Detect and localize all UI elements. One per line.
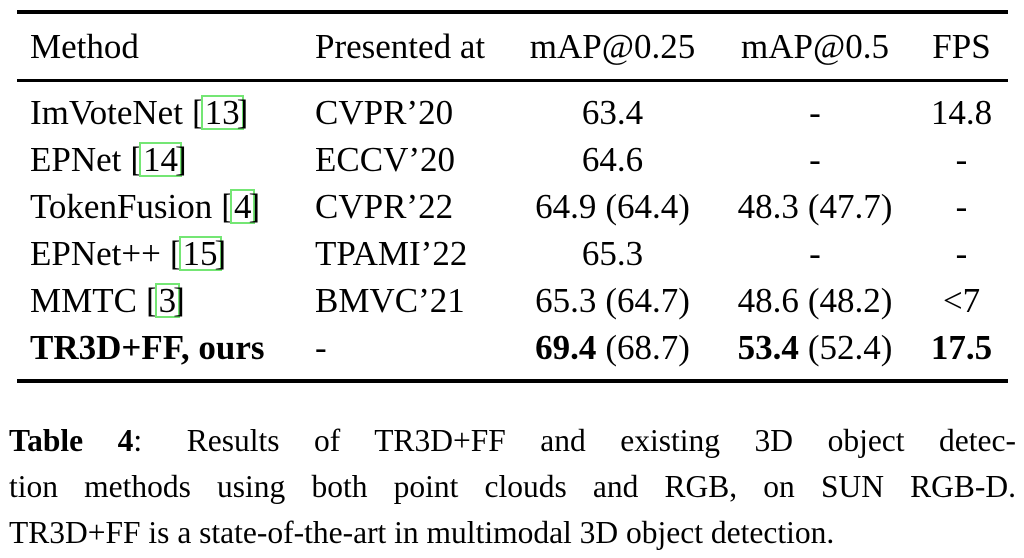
header-row: Method Presented at mAP@0.25 mAP@0.5 FPS (17, 12, 1008, 82)
method-cell: MMTC [3] (17, 277, 310, 324)
citation-link[interactable]: 15 (178, 236, 222, 271)
table-row-ours: TR3D+FF, ours - 69.4 (68.7) 53.4 (52.4) 17… (17, 324, 1008, 381)
citation-bracket-open: [ (130, 140, 143, 179)
map025-cell: 69.4 (68.7) (510, 324, 715, 381)
fps-cell: - (915, 230, 1008, 277)
map05-value: - (809, 140, 821, 179)
table-row: MMTC [3] BMVC’21 65.3 (64.7) 48.6 (48.2) <7 (17, 277, 1008, 324)
citation-bracket-open: [ (221, 187, 233, 226)
fps-value: <7 (942, 281, 981, 320)
fps-cell: - (915, 136, 1008, 183)
table-row: ImVoteNet [13] CVPR’20 63.4 - 14.8 (17, 81, 1008, 137)
map05-value: 48.6 (737, 281, 799, 320)
method-cell: EPNet [14] (17, 136, 310, 183)
table-row: EPNet [14] ECCV’20 64.6 - - (17, 136, 1008, 183)
column-header-map05: mAP@0.5 (715, 12, 915, 82)
caption-label: Table 4 (9, 423, 134, 458)
map05-cell: - (715, 81, 915, 137)
venue-cell: - (315, 328, 327, 367)
citation-bracket-close: ] (248, 187, 261, 226)
citation-bracket-open: [ (191, 93, 204, 132)
map025-value: 65.3 (535, 281, 597, 320)
results-table-wrapper: Method Presented at mAP@0.25 mAP@0.5 FPS… (17, 10, 1008, 383)
map05-cell: 48.3 (47.7) (715, 183, 915, 230)
fps-value: - (955, 234, 968, 273)
map025-cell: 63.4 (510, 81, 715, 137)
map025-paren: (64.4) (605, 187, 690, 226)
map025-value: 64.6 (581, 140, 644, 179)
caption-separator: : (133, 423, 143, 458)
venue-cell: CVPR’20 (315, 93, 454, 132)
map025-cell: 65.3 (510, 230, 715, 277)
map05-value: - (809, 93, 821, 132)
fps-cell: <7 (915, 277, 1008, 324)
column-header-map025: mAP@0.25 (510, 12, 715, 82)
map05-value: 48.3 (737, 187, 799, 226)
method-name: EPNet++ (30, 234, 161, 273)
column-header-method: Method (17, 12, 310, 82)
method-name: MMTC (30, 281, 137, 320)
venue-cell: TPAMI’22 (315, 234, 468, 273)
fps-value: 14.8 (930, 93, 993, 132)
map05-paren: (52.4) (807, 328, 893, 367)
fps-cell: - (915, 183, 1008, 230)
map05-paren: (47.7) (807, 187, 893, 226)
caption-text-1: Results of TR3D+FF and existing 3D objec… (186, 423, 1016, 458)
map025-value: 63.4 (581, 93, 644, 132)
citation-link[interactable]: 4 (229, 189, 256, 224)
map025-value: 64.9 (535, 187, 597, 226)
fps-value: - (955, 140, 968, 179)
citation-bracket-close: ] (175, 140, 187, 179)
results-table: Method Presented at mAP@0.25 mAP@0.5 FPS… (17, 10, 1008, 383)
fps-cell: 17.5 (915, 324, 1008, 381)
citation-bracket-open: [ (169, 234, 182, 273)
map05-value: - (809, 234, 821, 273)
column-header-presented-at: Presented at (310, 12, 510, 82)
method-name: ImVoteNet (30, 93, 183, 132)
map025-value: 69.4 (535, 328, 597, 367)
citation-bracket-close: ] (214, 234, 227, 273)
map025-value: 65.3 (581, 234, 644, 273)
map05-paren: (48.2) (807, 281, 893, 320)
table-row: TokenFusion [4] CVPR’22 64.9 (64.4) 48.3 (4… (17, 183, 1008, 230)
map05-cell: - (715, 230, 915, 277)
venue-cell: ECCV’20 (315, 140, 455, 179)
table-caption: Table 4: Results of TR3D+FF and existing… (9, 418, 1016, 556)
caption-line-3: TR3D+FF is a state-of-the-art in multimo… (9, 515, 835, 550)
venue-cell: BMVC’21 (315, 281, 465, 320)
map025-cell: 64.6 (510, 136, 715, 183)
method-name: TR3D+FF, ours (30, 328, 265, 367)
method-name: TokenFusion (30, 187, 213, 226)
citation-link[interactable]: 13 (200, 95, 244, 130)
citation-bracket-open: [ (145, 281, 158, 320)
fps-cell: 14.8 (915, 81, 1008, 137)
map025-paren: (68.7) (605, 328, 690, 367)
method-cell: EPNet++ [15] (17, 230, 310, 277)
fps-value: - (955, 187, 968, 226)
map025-paren: (64.7) (605, 281, 690, 320)
caption-line-2: tion methods using both point clouds and… (9, 469, 1016, 504)
map05-value: 53.4 (737, 328, 799, 367)
citation-bracket-close: ] (236, 93, 249, 132)
column-header-fps: FPS (915, 12, 1008, 82)
map05-cell: 48.6 (48.2) (715, 277, 915, 324)
fps-value: 17.5 (930, 328, 993, 367)
table-row: EPNet++ [15] TPAMI’22 65.3 - - (17, 230, 1008, 277)
venue-cell: CVPR’22 (315, 187, 454, 226)
map05-cell: - (715, 136, 915, 183)
method-cell: ImVoteNet [13] (17, 81, 310, 137)
map025-cell: 64.9 (64.4) (510, 183, 715, 230)
method-cell: TR3D+FF, ours (17, 324, 310, 381)
map025-cell: 65.3 (64.7) (510, 277, 715, 324)
method-cell: TokenFusion [4] (17, 183, 310, 230)
citation-bracket-close: ] (173, 281, 185, 320)
citation-link[interactable]: 14 (139, 142, 183, 177)
caption-line-1: Table 4: Results of TR3D+FF and existing… (9, 418, 1016, 464)
method-name: EPNet (30, 140, 122, 179)
map05-cell: 53.4 (52.4) (715, 324, 915, 381)
citation-link[interactable]: 3 (154, 283, 181, 318)
